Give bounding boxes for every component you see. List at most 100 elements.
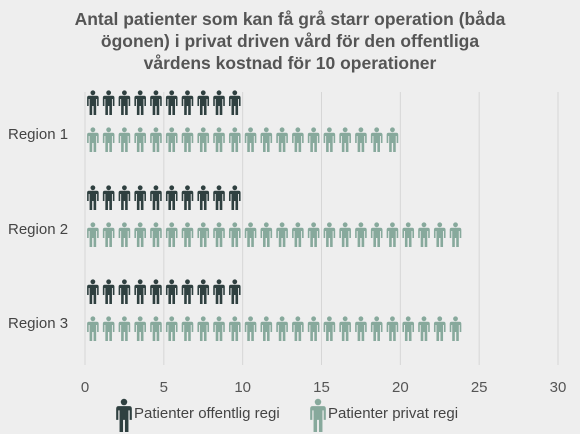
x-tick-label-15: 15 xyxy=(313,379,330,396)
person-icon-r3-s1-6 xyxy=(165,279,178,304)
person-icon-r2-s2-22 xyxy=(418,222,430,247)
person-icon-r1-s1-4 xyxy=(134,90,146,115)
person-icon-r1-s2-11 xyxy=(244,127,257,152)
chart-title-line-2: ögonen) i privat driven vård för den off… xyxy=(100,31,480,51)
person-icon-r1-s2-3 xyxy=(118,127,131,152)
pictogram-icons xyxy=(87,90,462,341)
person-icon-r1-s2-15 xyxy=(307,127,320,152)
person-icon-r3-s2-24 xyxy=(449,316,462,341)
person-icon-r2-s2-4 xyxy=(134,222,146,247)
person-icon-r1-s1-1 xyxy=(87,90,99,115)
person-icon-r1-s2-18 xyxy=(355,127,367,152)
person-icon-r3-s2-12 xyxy=(260,316,273,341)
person-icon-r3-s1-8 xyxy=(197,279,210,304)
person-icon-r3-s2-23 xyxy=(433,316,446,341)
person-icon-r3-s2-7 xyxy=(181,316,194,341)
person-icon-r1-s2-12 xyxy=(260,127,273,152)
person-icon-r3-s2-16 xyxy=(323,316,336,341)
person-icon-r2-s2-2 xyxy=(102,222,115,247)
person-icon-r1-s1-2 xyxy=(102,90,115,115)
person-icon-r3-s2-2 xyxy=(102,316,115,341)
person-icon-r1-s1-6 xyxy=(165,90,178,115)
person-icon-r1-s2-5 xyxy=(150,127,162,152)
person-icon-r1-s2-10 xyxy=(228,127,241,152)
x-tick-label-10: 10 xyxy=(234,379,251,396)
person-icon-r1-s1-10 xyxy=(228,90,241,115)
person-icon-r3-s2-19 xyxy=(370,316,383,341)
person-icon-r2-s2-5 xyxy=(150,222,162,247)
legend-icon-2 xyxy=(310,398,326,432)
person-icon-r2-s1-10 xyxy=(228,185,241,210)
person-icon-r2-s2-24 xyxy=(449,222,462,247)
person-icon-r1-s2-8 xyxy=(197,127,210,152)
legend-label-1: Patienter offentlig regi xyxy=(134,405,280,422)
person-icon-r2-s2-7 xyxy=(181,222,194,247)
legend: Patienter offentlig regi Patienter privat… xyxy=(116,398,458,432)
legend-label-2: Patienter privat regi xyxy=(328,405,458,422)
person-icon-r2-s1-8 xyxy=(197,185,210,210)
person-icon-r2-s2-13 xyxy=(276,222,288,247)
chart-title-line-1: Antal patienter som kan få grå starr ope… xyxy=(74,9,506,29)
person-icon-r2-s1-6 xyxy=(165,185,178,210)
person-icon-r1-s2-2 xyxy=(102,127,115,152)
person-icon-r2-s2-10 xyxy=(228,222,241,247)
person-icon-r3-s2-10 xyxy=(228,316,241,341)
person-icon-r1-s2-13 xyxy=(276,127,288,152)
person-icon-r2-s2-21 xyxy=(402,222,415,247)
person-icon-r3-s1-3 xyxy=(118,279,131,304)
person-icon-r3-s2-9 xyxy=(213,316,225,341)
person-icon-r1-s2-19 xyxy=(370,127,383,152)
person-icon-r3-s1-1 xyxy=(87,279,99,304)
person-icon-r3-s2-6 xyxy=(165,316,178,341)
person-icon-r2-s2-9 xyxy=(213,222,225,247)
person-icon-r3-s2-5 xyxy=(150,316,162,341)
category-label-3: Region 3 xyxy=(8,315,68,332)
person-icon-r3-s2-17 xyxy=(339,316,351,341)
person-icon-r1-s2-1 xyxy=(87,127,99,152)
person-icon-r2-s2-16 xyxy=(323,222,336,247)
chart-title: Antal patienter som kan få grå starr ope… xyxy=(0,8,580,74)
person-icon-r1-s1-3 xyxy=(118,90,131,115)
person-icon-r2-s2-14 xyxy=(292,222,304,247)
person-icon-r2-s1-4 xyxy=(134,185,146,210)
person-icon-r2-s2-3 xyxy=(118,222,131,247)
person-icon-r2-s2-17 xyxy=(339,222,351,247)
person-icon-r1-s1-7 xyxy=(181,90,194,115)
person-icon-r1-s1-9 xyxy=(213,90,225,115)
person-icon-r2-s1-3 xyxy=(118,185,131,210)
person-icon-r1-s2-17 xyxy=(339,127,351,152)
person-icon-r3-s2-4 xyxy=(134,316,146,341)
person-icon-r3-s1-7 xyxy=(181,279,194,304)
person-icon-r2-s2-8 xyxy=(197,222,210,247)
person-icon-r2-s2-19 xyxy=(370,222,383,247)
person-icon-r1-s2-16 xyxy=(323,127,336,152)
legend-icon-1 xyxy=(116,398,132,432)
person-icon-r2-s1-2 xyxy=(102,185,115,210)
person-icon-r3-s2-15 xyxy=(307,316,320,341)
person-icon-r2-s1-9 xyxy=(213,185,225,210)
x-tick-label-20: 20 xyxy=(392,379,409,396)
person-icon-r2-s2-18 xyxy=(355,222,367,247)
person-icon-r2-s1-7 xyxy=(181,185,194,210)
person-icon-r2-s2-23 xyxy=(433,222,446,247)
person-icon-r3-s2-8 xyxy=(197,316,210,341)
person-icon-r2-s2-20 xyxy=(386,222,399,247)
axis-labels: 0 5 10 15 20 25 30 Region 1 Region 2 Region 3 xyxy=(8,126,566,396)
person-icon-r1-s2-14 xyxy=(292,127,304,152)
category-label-1: Region 1 xyxy=(8,126,68,143)
x-tick-label-25: 25 xyxy=(471,379,488,396)
x-tick-label-5: 5 xyxy=(160,379,168,396)
person-icon-r1-s2-4 xyxy=(134,127,146,152)
x-tick-label-0: 0 xyxy=(81,379,89,396)
person-icon-r2-s1-1 xyxy=(87,185,99,210)
person-icon-r2-s2-1 xyxy=(87,222,99,247)
person-icon-r3-s2-13 xyxy=(276,316,288,341)
person-icon-r3-s1-5 xyxy=(150,279,162,304)
chart-title-line-3: vårdens kostnad för 10 operationer xyxy=(143,53,437,73)
category-label-2: Region 2 xyxy=(8,221,68,238)
grid-lines xyxy=(84,92,559,365)
person-icon-r1-s2-9 xyxy=(213,127,225,152)
person-icon-r3-s1-10 xyxy=(228,279,241,304)
person-icon-r3-s2-22 xyxy=(418,316,430,341)
